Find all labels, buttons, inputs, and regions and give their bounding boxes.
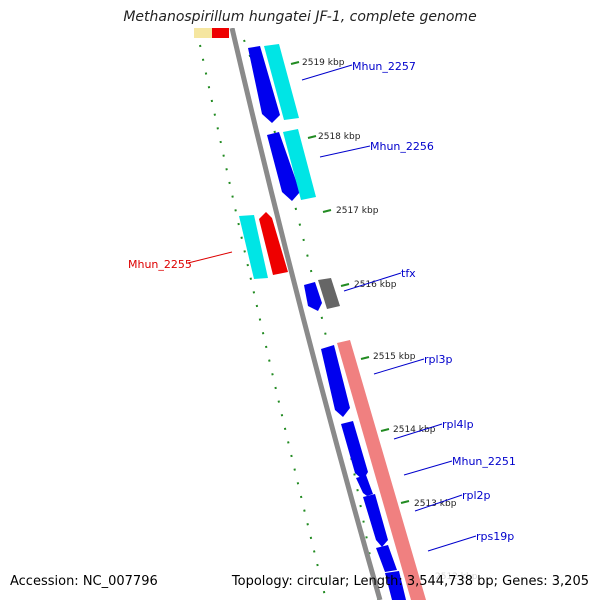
leader-line (403, 460, 453, 476)
cds-arrow-tfx (304, 282, 322, 311)
gene-label-tfx: tfx (401, 267, 416, 280)
tick-label: 2515 kbp (373, 352, 416, 362)
leader-line (301, 64, 353, 81)
cds-arrow-rps19p (376, 545, 397, 572)
tick-label: 2512 kbp (435, 572, 478, 582)
tick-label: 2517 kbp (336, 206, 379, 216)
gene-label-mhun-2251: Mhun_2251 (452, 455, 516, 468)
gene-block-mhun-2255 (239, 215, 268, 279)
gene-label-mhun-2257: Mhun_2257 (352, 60, 416, 73)
gene-label-rpl3p: rpl3p (424, 353, 453, 366)
cds-arrow-mhun-2256 (267, 132, 300, 201)
gene-block-tfx (318, 278, 340, 309)
gene-arrow-mhun-2255 (259, 212, 288, 275)
tick-mark (322, 209, 332, 213)
tick-mark (380, 428, 390, 432)
gene-label-mhun-2256: Mhun_2256 (370, 140, 434, 153)
leader-line (373, 358, 425, 375)
tick-mark (340, 283, 350, 287)
leader-line (343, 272, 402, 292)
leader-line (393, 423, 443, 440)
gene-block-red-top (212, 28, 229, 38)
tick-label: 2519 kbp (302, 58, 345, 68)
outer-dotted-guide (199, 44, 327, 600)
gene-label-mhun-2255: Mhun_2255 (128, 258, 192, 271)
tick-label: 2514 kbp (393, 425, 436, 435)
tick-mark (360, 356, 370, 360)
tick-mark (290, 61, 300, 65)
leader-line (427, 535, 477, 552)
gene-block-mhun-2257 (264, 44, 299, 120)
tick-mark (400, 500, 410, 504)
accession-text: Accession: NC_007796 (10, 574, 158, 589)
gene-label-rpl4lp: rpl4lp (442, 418, 474, 431)
gene-label-rps19p: rps19p (476, 530, 514, 543)
cds-arrow-rpl3p (321, 345, 350, 417)
gene-block-mhun-2256 (283, 129, 316, 200)
leader-line (187, 251, 233, 264)
cds-arrow-mhun-2251 (356, 475, 373, 496)
gene-block-yellow-top (194, 28, 212, 38)
gene-block-operon-salmon (337, 340, 426, 600)
cds-arrow-lower (385, 571, 406, 600)
genome-backbone (229, 28, 383, 600)
gene-label-rpl2p: rpl2p (462, 489, 491, 502)
tick-label: 2518 kbp (318, 132, 361, 142)
cds-arrow-rpl2p (363, 494, 388, 547)
genome-summary-text: Topology: circular; Length: 3,544,738 bp… (231, 574, 589, 589)
cds-arrow-mhun-2257 (248, 46, 280, 123)
tick-mark (307, 135, 317, 139)
cds-arrow-rpl4lp (341, 421, 368, 480)
leader-line (319, 145, 371, 158)
map-title: Methanospirillum hungatei JF-1, complete… (123, 9, 477, 25)
tick-label: 2516 kbp (354, 280, 397, 290)
leader-line (414, 494, 463, 512)
